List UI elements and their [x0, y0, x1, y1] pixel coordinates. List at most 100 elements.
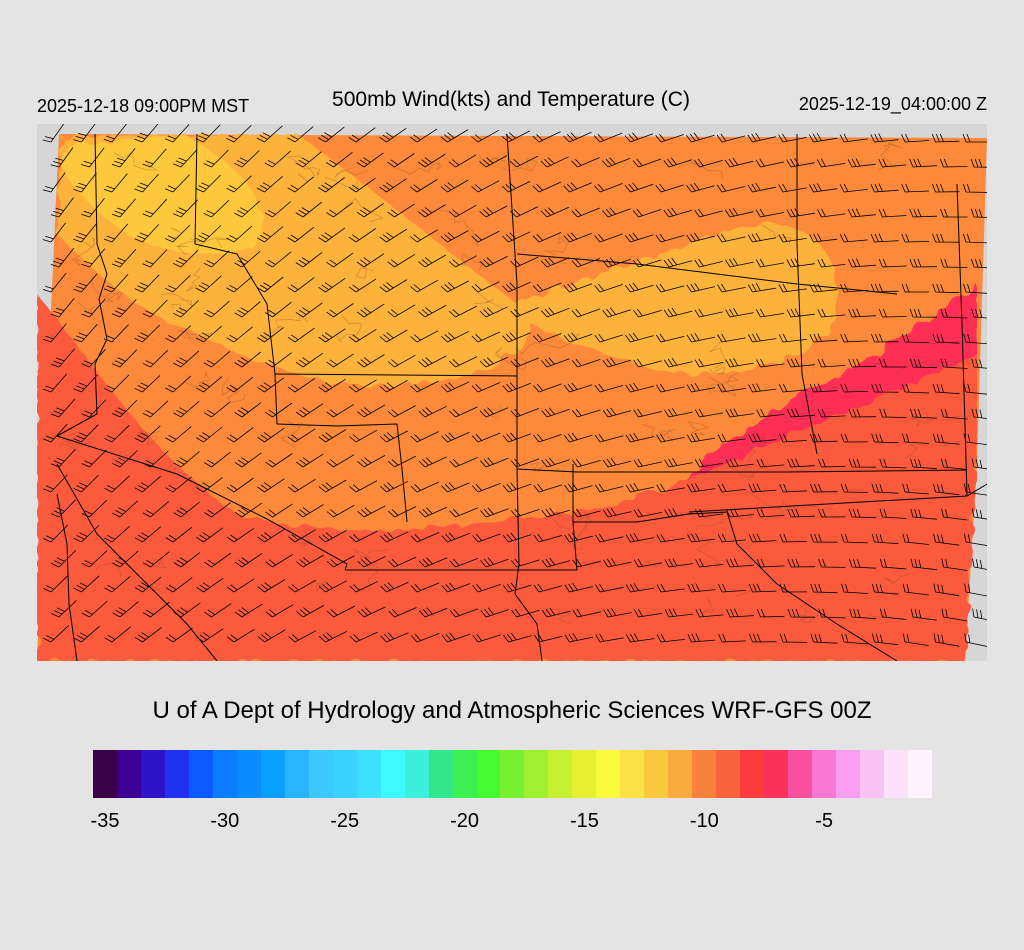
- wind-barb: [81, 550, 108, 568]
- wind-barb: [173, 199, 198, 218]
- wind-barb: [655, 333, 685, 343]
- wind-barb: [963, 283, 987, 294]
- chart-title: 500mb Wind(kts) and Temperature (C): [332, 88, 690, 111]
- wind-barb: [410, 229, 438, 243]
- wind-barb: [165, 426, 192, 443]
- state-border-line: [274, 133, 518, 377]
- wind-barb: [173, 451, 200, 468]
- wind-barb: [134, 425, 161, 443]
- wind-barb: [840, 283, 868, 293]
- wind-barb: [51, 549, 77, 568]
- colorbar-swatch: [596, 750, 621, 798]
- terrain-contour: [113, 152, 158, 171]
- wind-barb: [226, 175, 252, 193]
- terrain-contour: [703, 597, 715, 614]
- colorbar-swatch: [93, 750, 117, 798]
- wind-barb: [910, 608, 937, 621]
- wind-barb: [901, 333, 930, 343]
- wind-barb: [595, 633, 624, 643]
- wind-barb: [349, 530, 378, 543]
- wind-barb: [195, 325, 222, 343]
- wind-barb: [510, 458, 540, 468]
- wind-barb: [196, 477, 223, 493]
- wind-barb: [695, 508, 724, 518]
- wind-barb: [326, 605, 356, 618]
- colorbar-swatch: [356, 750, 381, 798]
- wind-barb: [410, 532, 440, 543]
- wind-barb: [73, 474, 99, 493]
- wind-barb: [42, 172, 66, 193]
- terrain-contour: [221, 377, 245, 403]
- wind-barb: [287, 378, 316, 393]
- wind-barb: [963, 333, 987, 345]
- wind-barb: [810, 533, 838, 543]
- wind-barb: [81, 298, 106, 318]
- wind-barb: [418, 355, 447, 368]
- colorbar-swatch: [740, 750, 765, 798]
- wind-barb: [964, 533, 987, 546]
- state-border-line: [688, 483, 987, 513]
- colorbar-swatch: [308, 750, 333, 798]
- wind-barb: [203, 300, 230, 318]
- wind-barb: [871, 333, 899, 343]
- terrain-contour: [642, 424, 675, 442]
- wind-barb: [602, 357, 632, 368]
- wind-barb: [472, 583, 501, 593]
- colorbar-swatch: [140, 750, 165, 798]
- map-canvas: [37, 124, 987, 661]
- wind-barb: [295, 302, 323, 318]
- wind-barb: [440, 280, 469, 293]
- wind-barb: [142, 601, 170, 618]
- wind-barb: [778, 333, 807, 343]
- wind-barb: [663, 157, 693, 168]
- wind-barb: [633, 608, 663, 618]
- wind-barb: [73, 273, 98, 293]
- wind-barb: [571, 157, 600, 168]
- state-border-line: [56, 463, 218, 661]
- wind-barb: [418, 456, 447, 468]
- wind-barb: [602, 157, 631, 168]
- state-border-line: [514, 468, 543, 661]
- state-border-line: [345, 464, 578, 571]
- terrain-contour: [297, 165, 316, 183]
- wind-barb: [349, 379, 377, 393]
- wind-barb: [295, 201, 323, 218]
- wind-barb: [410, 582, 440, 593]
- wind-barb: [134, 475, 161, 493]
- wind-barb: [816, 158, 846, 168]
- wind-barb: [571, 207, 600, 218]
- wind-barb: [257, 327, 284, 343]
- colorbar-swatch: [716, 750, 741, 798]
- wind-barb: [817, 458, 846, 468]
- wind-barb: [809, 433, 838, 443]
- wind-barb: [356, 202, 384, 218]
- wind-barb: [901, 383, 930, 394]
- wind-barb: [349, 581, 378, 593]
- terrain-contour: [694, 520, 723, 528]
- wind-barb: [142, 501, 169, 518]
- wind-barb: [818, 508, 846, 518]
- wind-barb: [602, 507, 632, 518]
- wind-barb: [142, 450, 169, 468]
- wind-barb: [541, 507, 571, 518]
- wind-barb: [786, 208, 815, 218]
- wind-barb: [502, 482, 532, 493]
- wind-barb: [563, 232, 592, 243]
- wind-barb: [963, 483, 987, 496]
- wind-barb: [694, 458, 724, 468]
- wind-barb: [471, 129, 500, 143]
- wind-barb: [663, 257, 693, 268]
- wind-barb: [357, 606, 386, 618]
- wind-barb: [755, 308, 785, 318]
- wind-barb: [387, 405, 416, 418]
- wind-barb: [448, 255, 477, 268]
- wind-barb: [42, 323, 67, 343]
- wind-barb: [256, 226, 284, 243]
- wind-barb: [564, 532, 593, 543]
- wind-barb: [633, 308, 662, 318]
- wind-barb: [787, 508, 816, 518]
- wind-barb: [325, 151, 353, 168]
- wind-barb: [541, 557, 571, 568]
- wind-barb: [502, 432, 532, 443]
- wind-barb: [73, 374, 99, 393]
